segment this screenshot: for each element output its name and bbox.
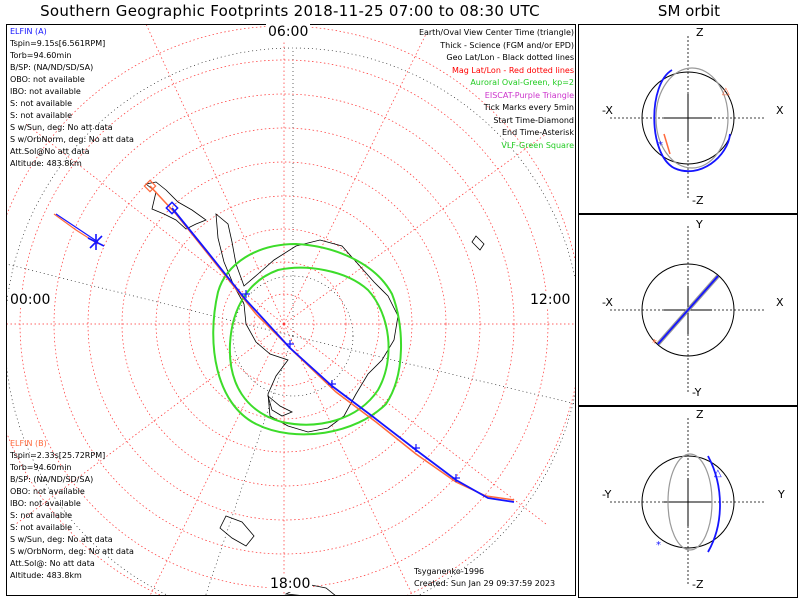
orbit3-top: Z bbox=[696, 408, 704, 421]
elfin-a-line: Att.Sol@No att data bbox=[10, 147, 90, 156]
legend-item: Auroral Oval-Green, kp=2 bbox=[470, 78, 574, 87]
orbit1-top: Z bbox=[696, 26, 704, 39]
elfin-b-line: OBO: not available bbox=[10, 487, 85, 496]
coastlines bbox=[145, 181, 485, 596]
orbit3-left: -Y bbox=[602, 488, 612, 501]
created-timestamp: Created: Sun Jan 29 09:37:59 2023 bbox=[414, 579, 556, 588]
geo-grid bbox=[6, 47, 576, 596]
elfin-b-line: Torb=94.60min bbox=[10, 463, 72, 472]
start-diamond-b bbox=[143, 179, 157, 193]
legend-item: Tick Marks every 5min bbox=[483, 103, 574, 112]
clock-label-right: 12:00 bbox=[528, 292, 573, 308]
legend-item: VLF-Green Square bbox=[501, 140, 574, 150]
mag-grid bbox=[6, 24, 576, 596]
orbit1-right: X bbox=[776, 104, 784, 117]
elfin-b-line: S w/OrbNorm, deg: No att data bbox=[10, 547, 134, 556]
elfin-b-line: Altitude: 483.8km bbox=[10, 571, 82, 580]
orbit-plot-xy: * bbox=[610, 226, 766, 392]
elfin-a-line: S: not available bbox=[10, 99, 73, 108]
elfin-a-line: Altitude: 483.8km bbox=[10, 159, 82, 168]
orbit-panel-xz bbox=[578, 24, 798, 214]
elfin-a-line: B/SP: (NA/ND/SD/SA) bbox=[10, 63, 94, 72]
map-legend: Earth/Oval View Center Time (triangle) T… bbox=[419, 27, 574, 152]
elfin-b-info: ELFIN (B) Tspin=2.33s[25.72RPM] Torb=94.… bbox=[10, 438, 134, 582]
elfin-a-name: ELFIN (A) bbox=[10, 27, 47, 36]
elfin-a-line: S w/Sun, deg: No att data bbox=[10, 123, 113, 132]
tick-marks bbox=[242, 290, 460, 482]
elfin-a-track bbox=[171, 207, 515, 503]
legend-item: Mag Lat/Lon - Red dotted lines bbox=[451, 65, 574, 75]
clock-label-left: 00:00 bbox=[8, 292, 53, 308]
elfin-a-line: Tspin=9.15s[6.561RPM] bbox=[10, 39, 106, 48]
elfin-b-line: S w/Sun, deg: No att data bbox=[10, 535, 113, 544]
elfin-a-info: ELFIN (A) Tspin=9.15s[6.561RPM] Torb=94.… bbox=[10, 26, 134, 170]
orbit-panel-yz bbox=[578, 406, 798, 598]
svg-text:*: * bbox=[658, 140, 663, 151]
orbit2-right: X bbox=[776, 296, 784, 309]
orbit3-bottom: -Z bbox=[692, 578, 704, 591]
clock-label-bottom: 18:00 bbox=[268, 576, 313, 592]
elfin-a-line: OBO: not available bbox=[10, 75, 85, 84]
elfin-a-line: Torb=94.60min bbox=[10, 51, 72, 60]
legend-item: End Time-Asterisk bbox=[501, 128, 574, 137]
svg-text:*: * bbox=[652, 338, 657, 349]
orbit-plot-xz: * △ bbox=[610, 36, 766, 200]
orbit-plot-yz: * △ bbox=[610, 418, 766, 584]
orbit-panels-drawing: * △ * * △ bbox=[610, 36, 766, 584]
svg-text:△: △ bbox=[714, 468, 722, 479]
orbit1-bottom: -Z bbox=[692, 194, 704, 207]
orbit2-top: Y bbox=[696, 218, 703, 231]
elfin-a-line: S w/OrbNorm, deg: No att data bbox=[10, 135, 134, 144]
orbit-panel-xy bbox=[578, 214, 798, 406]
elfin-b-line: S: not available bbox=[10, 511, 73, 520]
elfin-a-line: S: not available bbox=[10, 111, 73, 120]
elfin-b-line: S: not available bbox=[10, 523, 73, 532]
auroral-oval bbox=[212, 242, 403, 436]
legend-item: EISCAT-Purple Triangle bbox=[484, 90, 574, 100]
elfin-b-line: Att.Sol@: No att data bbox=[10, 559, 95, 568]
page-title: Southern Geographic Footprints 2018-11-2… bbox=[40, 2, 540, 20]
svg-text:△: △ bbox=[722, 86, 730, 97]
orbit2-left: -X bbox=[602, 296, 613, 309]
clock-label-top: 06:00 bbox=[266, 24, 311, 40]
end-asterisk bbox=[87, 234, 105, 250]
orbit3-right: Y bbox=[778, 488, 785, 501]
elfin-a-line: IBO: not available bbox=[10, 87, 81, 96]
model-credit: Tsyganenko-1996 bbox=[414, 567, 485, 576]
legend-item: Thick - Science (FGM and/or EPD) bbox=[440, 40, 574, 50]
legend-item: Start Time-Diamond bbox=[493, 115, 574, 125]
footprint-map bbox=[6, 24, 576, 596]
elfin-b-line: B/SP: (NA/ND/SD/SA) bbox=[10, 475, 94, 484]
orbit1-left: -X bbox=[602, 104, 613, 117]
orbit2-bottom: -Y bbox=[692, 386, 702, 399]
elfin-b-line: IBO: not available bbox=[10, 499, 81, 508]
svg-text:*: * bbox=[656, 540, 661, 551]
elfin-b-track bbox=[149, 185, 515, 501]
legend-item: Geo Lat/Lon - Black dotted lines bbox=[446, 53, 574, 62]
orbit-panel-title: SM orbit bbox=[657, 2, 721, 20]
legend-item: Earth/Oval View Center Time (triangle) bbox=[418, 28, 574, 37]
start-diamond bbox=[165, 201, 179, 215]
elfin-b-name: ELFIN (B) bbox=[10, 439, 47, 448]
elfin-b-line: Tspin=2.33s[25.72RPM] bbox=[10, 451, 106, 460]
